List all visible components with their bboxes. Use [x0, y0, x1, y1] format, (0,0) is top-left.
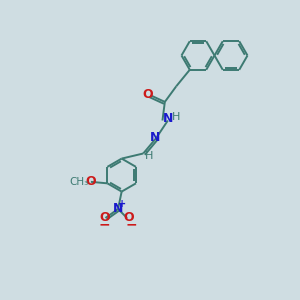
Text: −: − — [98, 217, 110, 231]
Text: +: + — [118, 199, 126, 209]
Text: −: − — [125, 217, 137, 231]
Text: H: H — [145, 152, 153, 161]
Text: CH₃: CH₃ — [70, 176, 89, 187]
Text: H: H — [172, 112, 180, 122]
Text: O: O — [142, 88, 153, 100]
Text: N: N — [163, 112, 173, 125]
Text: O: O — [85, 175, 96, 188]
Text: O: O — [123, 212, 134, 224]
Text: N: N — [113, 202, 123, 215]
Text: O: O — [99, 212, 110, 224]
Text: N: N — [150, 131, 160, 144]
